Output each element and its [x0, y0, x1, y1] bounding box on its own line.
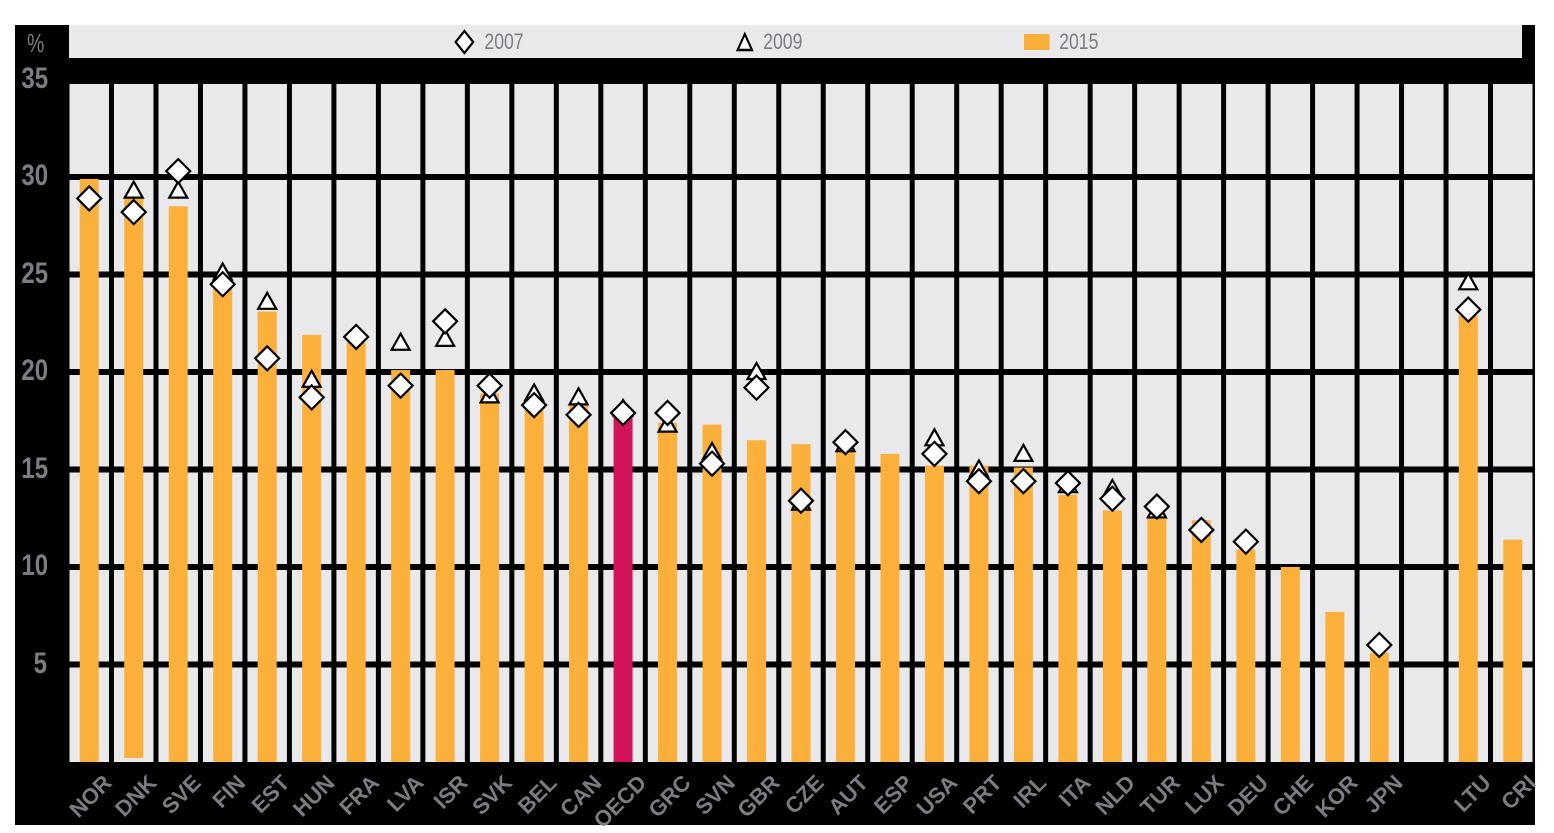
diamond-marker-2007 [742, 374, 771, 402]
gridline [67, 369, 1535, 375]
bar-BEL [524, 409, 544, 762]
diamond-marker-2007 [520, 391, 548, 419]
diamond-marker-2007 [209, 270, 237, 298]
triangle-marker-2009 [1012, 442, 1035, 462]
triangle-marker-2009 [256, 290, 279, 310]
triangle-marker-2009 [434, 327, 457, 347]
diamond-marker-2007 [565, 401, 593, 429]
bar-KOR [1325, 611, 1345, 762]
triangle-marker-2009 [1457, 271, 1480, 291]
diamond-marker-2007 [387, 372, 415, 400]
diamond-icon [454, 28, 475, 55]
bar-EST [257, 311, 277, 762]
legend: 2007 2009 2015 [69, 25, 1522, 58]
bar-FIN [213, 286, 233, 762]
y-tick-label: 15 [21, 451, 49, 485]
bar-JPN [1369, 652, 1389, 762]
diamond-marker-2007 [431, 307, 459, 335]
bar-GBR [747, 440, 767, 762]
diamond-marker-2007 [787, 487, 815, 515]
bar-ESP [880, 453, 900, 762]
bar-LVA [391, 370, 411, 762]
diamond-marker-2007 [1098, 485, 1126, 513]
diamond-marker-2007 [298, 383, 326, 411]
bar-PRT [969, 465, 989, 762]
plot-cell [1404, 84, 1444, 762]
legend-label-2009: 2009 [763, 28, 803, 54]
bar-SVN [702, 424, 722, 762]
y-tick-label: 35 [21, 62, 49, 95]
legend-label-2015: 2015 [1059, 28, 1099, 54]
diamond-marker-2007 [1187, 516, 1215, 544]
legend-label-2007: 2007 [484, 28, 524, 54]
diamond-marker-2007 [1365, 631, 1393, 659]
gridline [67, 271, 1535, 278]
triangle-icon [736, 30, 754, 51]
bar-DEU [1236, 549, 1256, 762]
bar-LTU [1458, 315, 1478, 762]
diamond-marker-2007 [253, 344, 281, 372]
bar-DNK [124, 196, 144, 758]
bar-CZE [791, 444, 811, 762]
bar-LUX [1191, 520, 1211, 762]
bar-SVE [168, 206, 188, 762]
diamond-marker-2007 [1143, 492, 1171, 521]
y-tick-label: 5 [33, 646, 47, 680]
diamond-marker-2007 [1009, 467, 1037, 495]
bar-AUT [835, 448, 855, 762]
y-tick-label: 30 [21, 159, 49, 192]
bar-ISR [435, 370, 455, 762]
diamond-marker-2007 [965, 467, 993, 495]
bar-OECD [613, 416, 633, 762]
legend-item-2007: 2007 [454, 25, 524, 58]
diamond-marker-2007 [609, 399, 637, 427]
bar-CHE [1280, 567, 1300, 762]
bar-CAN [569, 405, 589, 762]
y-tick-label: 25 [21, 256, 49, 290]
bar-CRI [1503, 539, 1523, 762]
diamond-marker-2007 [476, 372, 504, 400]
diamond-marker-2007 [120, 198, 148, 226]
bar-ITA [1058, 494, 1078, 762]
diamond-marker-2007 [653, 399, 682, 427]
bar-USA [924, 465, 944, 762]
bar-SVK [480, 393, 500, 762]
bar-HUN [302, 334, 322, 762]
diamond-marker-2007 [1454, 296, 1482, 324]
triangle-marker-2009 [167, 179, 190, 199]
diamond-marker-2007 [164, 157, 192, 185]
bar-IRL [1013, 467, 1033, 762]
y-tick-label: 20 [21, 354, 49, 387]
gridline [67, 174, 1535, 180]
diamond-marker-2007 [75, 184, 103, 213]
bar-NOR [79, 178, 99, 762]
diamond-marker-2007 [831, 428, 860, 456]
diamond-marker-2007 [342, 323, 370, 351]
diamond-marker-2007 [1232, 528, 1260, 556]
bar-NLD [1102, 510, 1122, 762]
y-tick-label: 10 [21, 549, 49, 582]
y-axis-unit: % [27, 28, 45, 58]
bar-TUR [1147, 514, 1167, 762]
legend-item-2015: 2015 [1024, 25, 1098, 58]
bar-FRA [346, 342, 366, 762]
triangle-marker-2009 [122, 179, 145, 199]
bar-GRC [658, 422, 678, 762]
triangle-marker-2009 [389, 331, 412, 351]
diamond-marker-2007 [698, 450, 726, 478]
diamond-marker-2007 [920, 440, 949, 468]
legend-item-2009: 2009 [736, 25, 802, 58]
bar-swatch-icon [1024, 33, 1050, 50]
diamond-marker-2007 [1054, 469, 1082, 497]
